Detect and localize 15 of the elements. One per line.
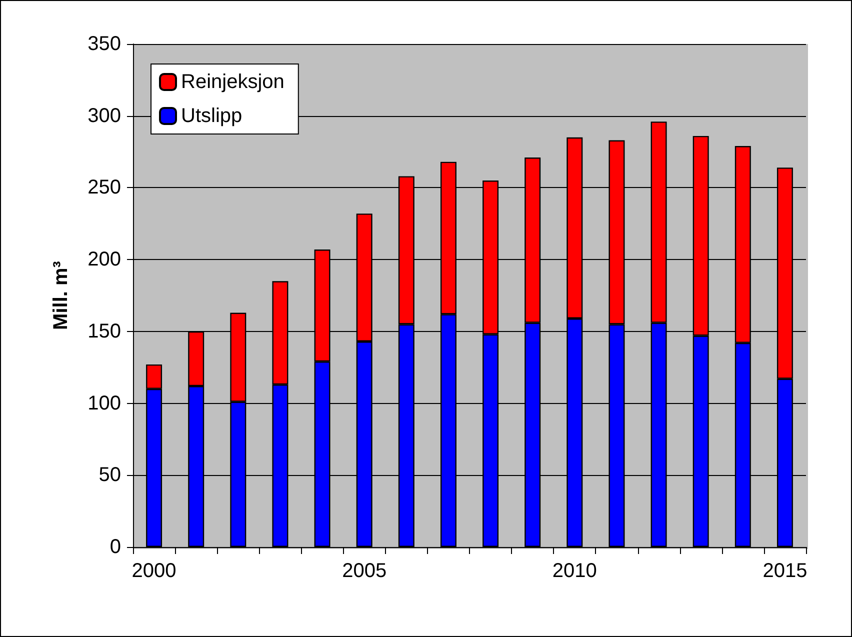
y-axis-title: Mill. m³: [50, 260, 72, 330]
x-tick-label: 2015: [762, 560, 808, 582]
y-tick-label: 100: [88, 392, 121, 414]
legend-label: Utslipp: [181, 105, 242, 127]
y-tick-label: 250: [88, 176, 121, 199]
y-tick-label: 50: [98, 464, 121, 486]
y-tick-label: 150: [88, 320, 121, 342]
y-tick-label: 300: [88, 104, 121, 127]
y-tick-label: 200: [88, 248, 121, 271]
x-tick-label: 2005: [342, 560, 387, 582]
x-tick-label: 2000: [132, 560, 176, 582]
legend-label: Reinjeksjon: [181, 71, 284, 93]
x-tick-label: 2010: [552, 560, 597, 582]
y-tick-label: 350: [88, 33, 121, 55]
y-tick-label: 0: [110, 536, 121, 558]
